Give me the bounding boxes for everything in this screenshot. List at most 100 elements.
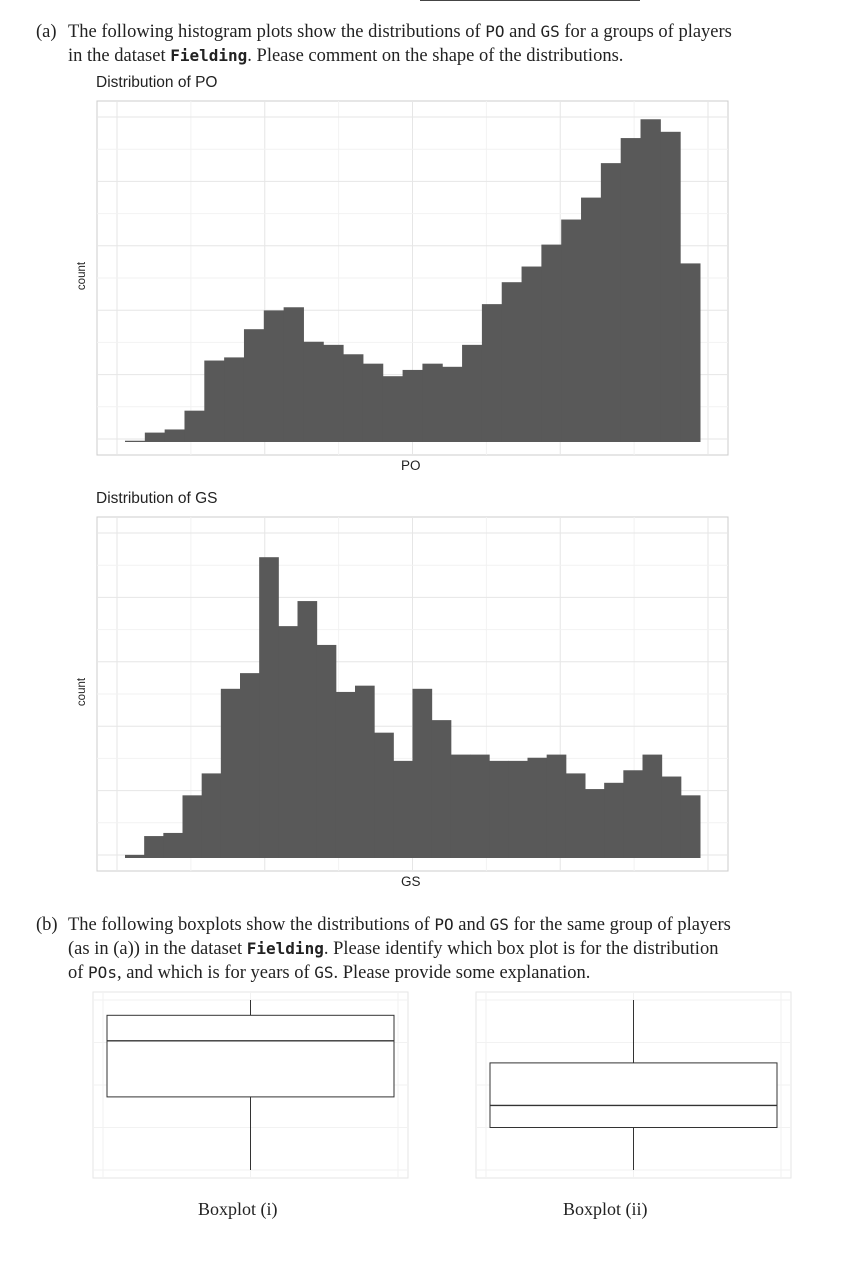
gs-bar xyxy=(259,557,279,858)
var-gs: GS xyxy=(489,915,509,934)
po-bar xyxy=(541,244,562,442)
po-bar xyxy=(442,366,463,442)
text: and xyxy=(453,915,490,935)
var-gs: GS xyxy=(314,963,334,982)
po-bar xyxy=(382,376,404,442)
po-bar xyxy=(640,119,661,443)
gs-bar xyxy=(431,720,452,858)
po-bar xyxy=(243,329,265,442)
po-bar xyxy=(184,410,205,442)
po-bar xyxy=(422,363,443,442)
var-gs: GS xyxy=(540,22,560,41)
gs-bar xyxy=(470,754,490,858)
question-b-label: (b) xyxy=(36,915,58,935)
text: (as in (a)) in the dataset xyxy=(68,939,247,959)
x-axis-label-po: PO xyxy=(401,458,421,473)
gs-bar xyxy=(450,754,471,858)
gs-bar xyxy=(565,773,586,858)
po-bar xyxy=(521,266,542,442)
dataset-name: Fielding xyxy=(246,939,324,958)
gs-bar xyxy=(604,782,624,858)
x-axis-label-gs: GS xyxy=(401,874,421,889)
gs-bar xyxy=(393,760,413,858)
question-a-label: (a) xyxy=(36,22,57,42)
gs-bar xyxy=(412,688,433,858)
po-bar xyxy=(224,357,245,442)
boxplot-i-box xyxy=(106,1014,395,1098)
text: and xyxy=(504,22,541,42)
chart-title-gs: Distribution of GS xyxy=(96,490,218,507)
po-bar xyxy=(263,310,285,442)
var-pos: POs xyxy=(88,963,117,982)
chart-title-po: Distribution of PO xyxy=(96,74,218,91)
po-bar xyxy=(283,307,304,442)
boxplot-i-caption: Boxplot (i) xyxy=(198,1199,278,1219)
gs-bar xyxy=(374,732,394,858)
gs-bar xyxy=(316,644,337,858)
po-bar xyxy=(323,344,344,442)
gs-bar xyxy=(297,601,318,858)
question-b-line-2: (as in (a)) in the dataset Fielding. Ple… xyxy=(36,937,836,961)
question-b: (b) The following boxplots show the dist… xyxy=(36,913,836,985)
question-b-line-3: of POs, and which is for years of GS. Pl… xyxy=(36,961,836,985)
text: . Please identify which box plot is for … xyxy=(323,939,719,959)
gs-bar xyxy=(335,691,356,858)
gs-bar xyxy=(508,760,528,858)
po-bar xyxy=(402,369,423,442)
question-a-line-1: The following histogram plots show the d… xyxy=(36,20,836,44)
gs-bar xyxy=(201,773,222,858)
gs-bar xyxy=(623,770,643,858)
gs-bar xyxy=(489,760,509,858)
text: , and which is for years of xyxy=(116,963,315,983)
po-bar xyxy=(303,341,324,442)
po-bar xyxy=(600,163,622,442)
text: in the dataset xyxy=(68,46,171,66)
gs-bar xyxy=(680,795,701,858)
var-po: PO xyxy=(434,915,454,934)
text: of xyxy=(68,963,89,983)
gs-bar xyxy=(355,685,375,858)
text: The following histogram plots show the d… xyxy=(68,22,486,42)
gs-bar xyxy=(661,776,682,858)
po-bar xyxy=(660,131,681,443)
po-bar xyxy=(362,363,384,442)
gs-bar xyxy=(546,754,567,858)
text: for a groups of players xyxy=(559,22,732,42)
gs-bar xyxy=(144,836,164,858)
po-bar xyxy=(501,282,523,442)
po-bar xyxy=(144,432,166,442)
po-bar xyxy=(481,304,503,442)
po-bar xyxy=(680,263,701,442)
po-bar xyxy=(125,440,146,442)
po-bar xyxy=(343,354,364,442)
text: . Please comment on the shape of the dis… xyxy=(247,46,624,66)
po-bar xyxy=(462,344,483,442)
gs-bar xyxy=(642,754,663,858)
po-bar xyxy=(581,197,602,442)
question-a: (a) The following histogram plots show t… xyxy=(36,20,836,68)
histogram-po xyxy=(96,100,729,456)
gs-bar xyxy=(163,832,183,858)
text: The following boxplots show the distribu… xyxy=(68,915,435,935)
question-b-line-1: The following boxplots show the distribu… xyxy=(36,913,836,937)
var-po: PO xyxy=(485,22,505,41)
gs-bar xyxy=(585,789,605,858)
boxplot-ii-caption: Boxplot (ii) xyxy=(563,1199,648,1219)
po-bar xyxy=(561,219,582,442)
po-bar xyxy=(164,429,185,442)
boxplot-ii-box xyxy=(489,1062,778,1129)
gs-bar xyxy=(220,688,241,858)
gs-bar xyxy=(182,795,203,858)
text: . Please provide some explanation. xyxy=(333,963,591,983)
po-bar xyxy=(620,138,642,443)
top-rule xyxy=(420,0,640,1)
gs-bar xyxy=(527,757,548,858)
po-bar xyxy=(204,360,225,442)
dataset-name: Fielding xyxy=(170,46,248,65)
text: for the same group of players xyxy=(508,915,731,935)
gs-bar xyxy=(240,673,260,858)
question-a-line-2: in the dataset Fielding. Please comment … xyxy=(36,44,836,68)
gs-bar xyxy=(125,854,145,858)
histogram-gs xyxy=(96,516,729,872)
